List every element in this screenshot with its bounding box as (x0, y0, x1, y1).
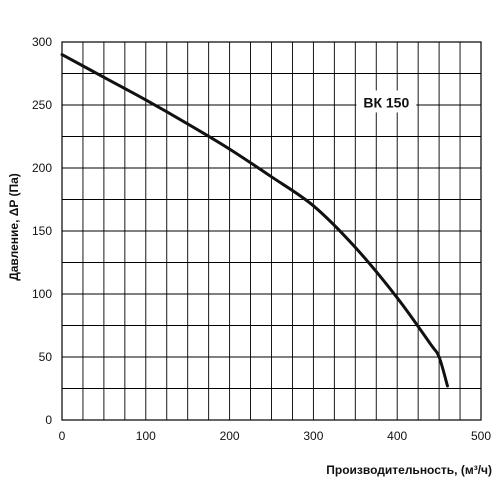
x-axis-label: Производительность, (м³/ч) (326, 463, 492, 477)
x-tick-label: 500 (471, 429, 491, 443)
x-tick-label: 0 (59, 429, 66, 443)
grid (61, 41, 482, 421)
y-tick-label: 50 (39, 350, 53, 364)
y-tick-label: 0 (45, 413, 52, 427)
x-tick-label: 200 (220, 429, 240, 443)
annotation-layer: ВК 150 (356, 90, 417, 113)
y-tick-label: 300 (32, 35, 52, 49)
y-axis-label: Давление, ΔP (Па) (7, 173, 21, 281)
series-annotation-label: ВК 150 (363, 94, 409, 110)
plot-frame (61, 41, 482, 421)
y-tick-label: 150 (32, 224, 52, 238)
x-tick-label: 100 (136, 429, 156, 443)
y-tick-label: 100 (32, 287, 52, 301)
x-tick-label: 300 (303, 429, 323, 443)
annotation-background (356, 90, 417, 113)
x-tick-label: 400 (387, 429, 407, 443)
y-tick-label: 250 (32, 98, 52, 112)
series-line (60, 53, 449, 388)
x-axis-ticks: 0 100 200 300 400 500 (59, 429, 492, 443)
y-axis-ticks: 0 50 100 150 200 250 300 (32, 35, 52, 427)
y-tick-label: 200 (32, 161, 52, 175)
series-layer (60, 53, 449, 388)
